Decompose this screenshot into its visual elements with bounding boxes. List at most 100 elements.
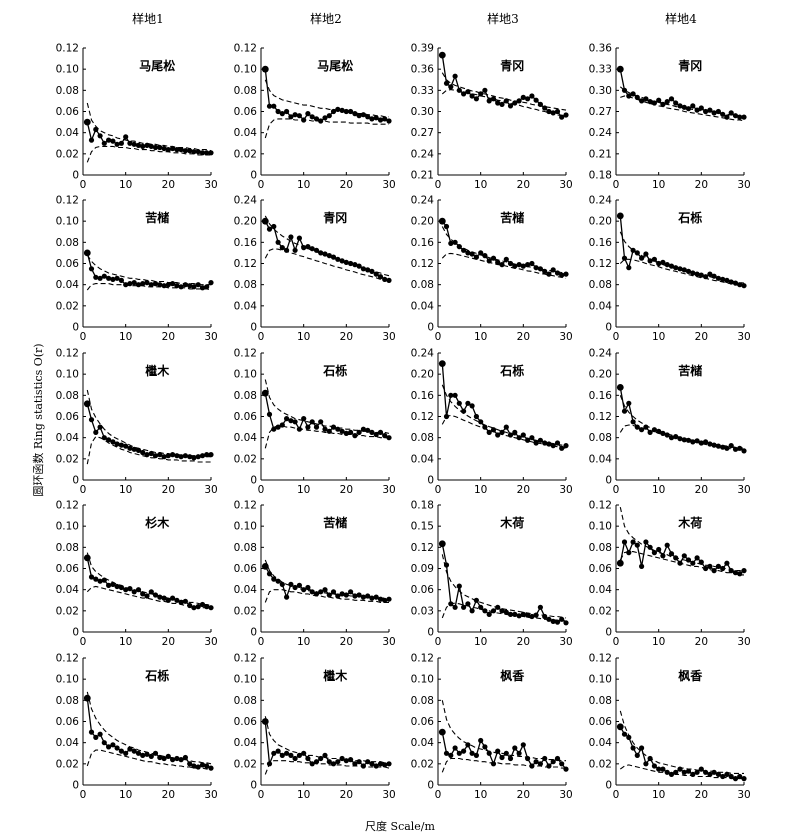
x-tick-label: 20 [517,636,530,648]
y-tick-label: 0.10 [589,521,612,533]
data-point [707,771,713,778]
data-point [365,593,371,599]
x-tick-label: 20 [162,636,175,648]
data-point [563,271,569,277]
data-point [106,582,112,589]
x-tick-label: 30 [737,484,750,496]
data-point [651,550,658,556]
x-tick-label: 0 [80,789,87,801]
y-tick-label: 0.12 [56,348,79,360]
panel-2-3: 0 0.04 0.08 0.12 0.16 0.20 0.24 0 10 20 30 苦槠 [411,195,573,344]
y-tick-label: 0.10 [56,521,79,533]
data-point [737,114,743,120]
data-point [478,604,484,610]
observed-line [86,121,211,154]
lower-envelope-line [264,118,389,139]
data-point [152,144,159,151]
data-point [499,101,505,107]
data-point [512,745,518,751]
data-point [465,601,471,607]
data-point [93,274,99,280]
y-tick-label: 0.16 [411,390,435,402]
y-tick-label: 0 [427,627,434,639]
data-point [664,542,670,548]
data-point [529,435,535,441]
data-point [313,116,320,122]
panel-title: 石栎 [322,363,347,378]
x-tick-label: 30 [559,484,572,496]
data-point [369,761,375,767]
lower-envelope-line [441,757,566,773]
y-tick-label: 0.15 [411,521,434,533]
data-point [443,750,450,756]
y-tick-label: 0.02 [234,758,257,770]
data-point [703,439,709,445]
data-point [266,411,273,417]
data-point [452,745,458,751]
x-tick-label: 10 [652,636,665,648]
y-tick-label: 0.06 [234,716,258,728]
data-point [495,748,501,754]
data-point [550,443,556,449]
data-point [486,750,492,756]
observed-line [619,387,745,452]
y-tick-label: 0.16 [589,390,613,402]
data-point [170,145,176,152]
data-point [542,613,548,620]
data-point [161,595,167,601]
y-tick-label: 0.09 [411,563,434,575]
y-tick-label: 0.12 [56,43,79,55]
y-tick-label: 0 [72,475,79,487]
data-point [292,247,298,253]
data-point [271,750,277,756]
data-point [668,551,675,557]
upper-envelope-line [619,86,745,117]
data-point [728,443,734,449]
y-tick-label: 0.02 [234,605,257,617]
data-point [537,101,544,107]
data-point [360,763,366,769]
x-tick-label: 0 [258,789,265,801]
data-point [288,581,294,588]
data-point [630,745,636,751]
data-point [685,768,692,774]
x-tick-label: 30 [559,331,572,343]
y-tick-label: 0.30 [589,85,612,97]
y-tick-label: 0.04 [411,453,435,465]
data-point [144,751,150,757]
data-point [305,111,311,117]
data-point [170,452,176,458]
data-point [199,453,206,459]
data-point [626,93,632,99]
y-tick-label: 0 [605,627,612,639]
data-point [131,280,137,286]
data-point [110,276,116,282]
data-point [330,254,337,260]
x-tick-label: 30 [559,636,572,648]
data-point [711,273,717,279]
data-point [656,766,662,772]
y-tick-label: 0.10 [234,521,257,533]
y-tick-label: 0.36 [411,64,435,76]
data-point [647,99,653,105]
y-tick-label: 0.12 [234,348,257,360]
x-tick-label: 20 [517,179,530,191]
data-point [199,762,206,768]
y-tick-label: 0.04 [589,584,613,596]
data-point [473,96,479,102]
data-point [93,429,99,435]
data-point [473,254,479,260]
data-point [335,106,341,112]
data-point [643,96,649,102]
y-tick-label: 0.04 [411,300,435,312]
data-point [309,589,315,595]
data-point [88,729,95,735]
upper-envelope-line [264,79,389,118]
data-point [326,759,332,765]
data-point [707,563,713,570]
data-point [499,608,505,614]
data-point [503,98,509,104]
data-point [685,557,692,563]
data-point [533,612,539,618]
y-tick-label: 0.02 [56,453,79,465]
